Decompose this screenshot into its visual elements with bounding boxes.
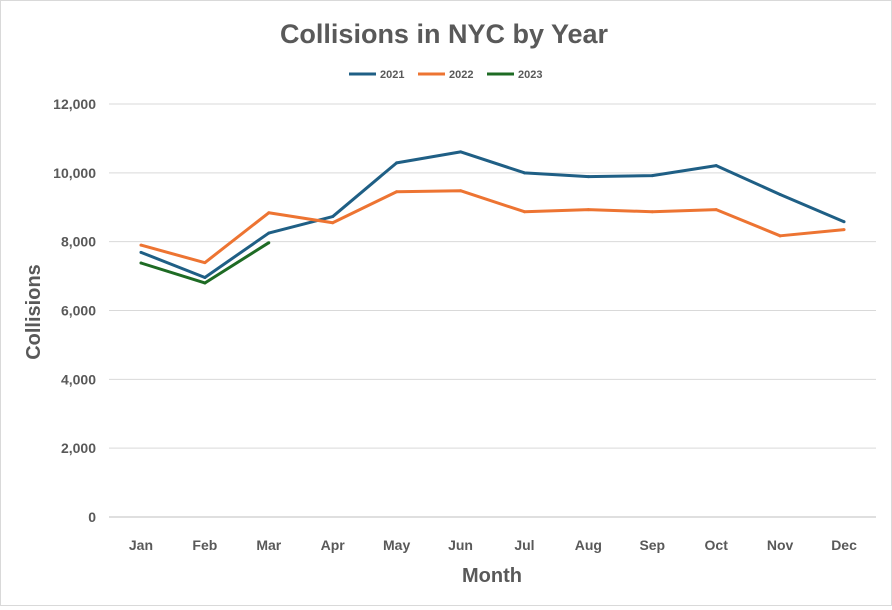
data-point-2021 xyxy=(395,161,399,165)
x-tick-label: Dec xyxy=(831,537,857,553)
data-point-2023 xyxy=(139,261,143,265)
x-tick-label: Jan xyxy=(129,537,153,553)
y-tick-label: 6,000 xyxy=(61,303,96,319)
x-tick-label: Sep xyxy=(639,537,665,553)
y-tick-label: 2,000 xyxy=(61,440,96,456)
x-tick-label: Jun xyxy=(448,537,473,553)
data-point-2022 xyxy=(395,190,399,194)
x-tick-label: May xyxy=(383,537,410,553)
gridlines xyxy=(109,103,876,518)
y-tick-label: 10,000 xyxy=(53,165,96,181)
data-point-2022 xyxy=(267,211,271,215)
y-tick-label: 12,000 xyxy=(53,96,96,112)
data-point-2021 xyxy=(331,215,335,219)
data-point-2021 xyxy=(267,231,271,235)
data-point-2021 xyxy=(842,220,846,224)
y-axis-ticks: 0 2,000 4,000 6,000 8,000 10,000 12,000 xyxy=(53,96,96,525)
data-point-2022 xyxy=(139,243,143,247)
x-tick-label: Feb xyxy=(192,537,217,553)
legend-item-2022: 2022 xyxy=(418,69,473,81)
data-point-2021 xyxy=(714,164,718,168)
data-point-2022 xyxy=(522,210,526,214)
x-tick-label: Apr xyxy=(321,537,346,553)
x-axis-title: Month xyxy=(462,565,522,587)
data-point-2021 xyxy=(650,174,654,178)
data-point-2022 xyxy=(778,234,782,238)
data-point-2023 xyxy=(203,281,207,285)
data-point-2021 xyxy=(778,193,782,197)
legend: 2021 2022 2023 xyxy=(349,69,542,81)
data-point-2022 xyxy=(842,228,846,232)
x-tick-label: Nov xyxy=(767,537,794,553)
data-point-2022 xyxy=(459,189,463,193)
x-tick-label: Aug xyxy=(575,537,602,553)
legend-label: 2021 xyxy=(380,69,404,81)
legend-item-2023: 2023 xyxy=(487,69,542,81)
series-line-2021 xyxy=(140,150,845,279)
y-tick-label: 0 xyxy=(88,509,96,525)
legend-label: 2023 xyxy=(518,69,542,81)
y-axis-title: Collisions xyxy=(23,264,45,360)
x-axis-ticks: Jan Feb Mar Apr May Jun Jul Aug Sep Oct Nov Dec xyxy=(129,537,857,553)
series-line-2022 xyxy=(140,189,845,265)
x-tick-label: Oct xyxy=(705,537,729,553)
data-point-2022 xyxy=(714,208,718,212)
y-tick-label: 8,000 xyxy=(61,234,96,250)
y-tick-label: 4,000 xyxy=(61,371,96,387)
data-point-2021 xyxy=(586,175,590,179)
series-lines xyxy=(139,150,846,285)
data-point-2021 xyxy=(139,250,143,254)
legend-item-2021: 2021 xyxy=(349,69,404,81)
x-tick-label: Jul xyxy=(514,537,534,553)
data-point-2022 xyxy=(586,208,590,212)
data-point-2021 xyxy=(459,150,463,154)
data-point-2022 xyxy=(203,261,207,265)
legend-label: 2022 xyxy=(449,69,473,81)
chart-title: Collisions in NYC by Year xyxy=(280,19,609,49)
data-point-2022 xyxy=(650,210,654,214)
x-tick-label: Mar xyxy=(256,537,281,553)
data-point-2021 xyxy=(522,171,526,175)
data-point-2023 xyxy=(267,241,271,245)
data-point-2021 xyxy=(203,275,207,279)
data-point-2022 xyxy=(331,221,335,225)
